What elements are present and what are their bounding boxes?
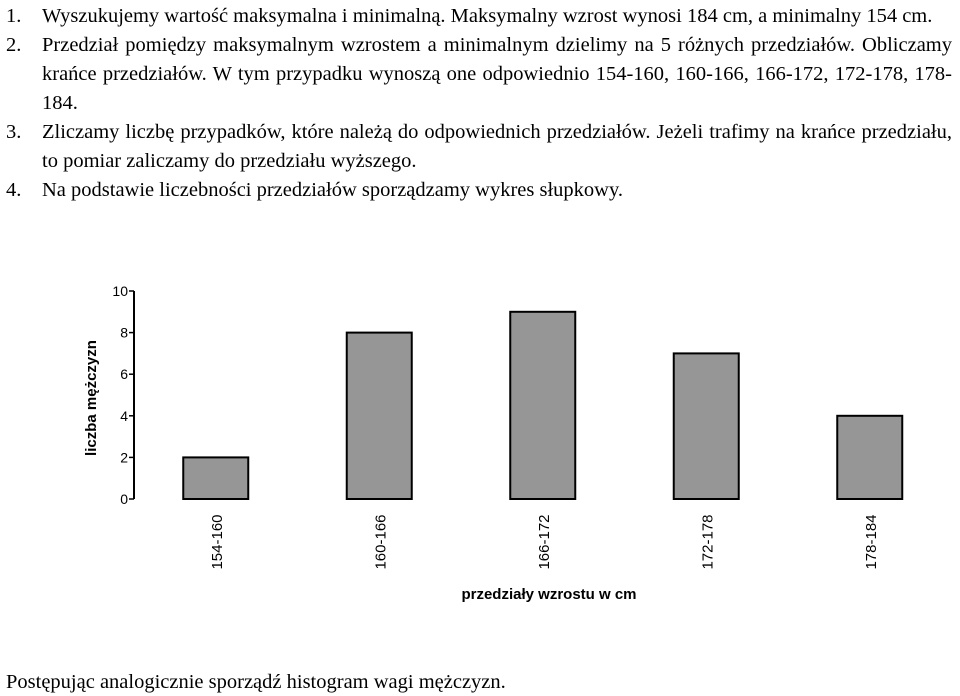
step-1: 1. Wyszukujemy wartość maksymalna i mini… bbox=[6, 2, 952, 31]
x-tick-label: 166-172 bbox=[536, 514, 553, 569]
x-tick-labels: 154-160 160-166 166-172 172-178 178-184 bbox=[209, 514, 880, 569]
step-text: Wyszukujemy wartość maksymalna i minimal… bbox=[42, 5, 933, 27]
bars bbox=[182, 310, 904, 500]
step-text: Na podstawie liczebności przedziałów spo… bbox=[42, 179, 624, 201]
x-tick-label: 154-160 bbox=[209, 514, 226, 569]
bar bbox=[509, 310, 577, 500]
step-text: Przedział pomiędzy maksymalnym wzrostem … bbox=[42, 34, 952, 114]
step-2: 2. Przedział pomiędzy maksymalnym wzrost… bbox=[6, 31, 952, 118]
step-3: 3. Zliczamy liczbę przypadków, które nal… bbox=[6, 118, 952, 176]
bar-chart: 0 2 4 6 8 10 154-160 160-166 166-172 172-178 178-… bbox=[83, 283, 904, 603]
x-tick-label: 160-166 bbox=[372, 514, 389, 569]
step-text: Zliczamy liczbę przypadków, które należą… bbox=[42, 121, 952, 172]
step-4: 4. Na podstawie liczebności przedziałów … bbox=[6, 176, 952, 205]
instruction-steps: 1. Wyszukujemy wartość maksymalna i mini… bbox=[6, 2, 952, 205]
step-number: 3. bbox=[6, 121, 22, 143]
task-instruction: Postępując analogicznie sporządź histogr… bbox=[6, 671, 506, 693]
bar bbox=[345, 331, 413, 500]
y-axis-label: liczba mężczyzn bbox=[83, 340, 100, 456]
y-tick-label: 0 bbox=[120, 491, 128, 507]
x-axis-label: przedziały wzrostu w cm bbox=[461, 586, 636, 603]
y-tick-label: 4 bbox=[120, 408, 128, 424]
y-axis: 0 2 4 6 8 10 bbox=[112, 283, 135, 507]
x-tick-label: 172-178 bbox=[699, 514, 716, 569]
step-number: 1. bbox=[6, 5, 22, 27]
bar bbox=[672, 352, 740, 500]
y-tick-label: 10 bbox=[112, 283, 128, 299]
y-tick-label: 6 bbox=[120, 366, 128, 382]
x-tick-label: 178-184 bbox=[863, 514, 880, 569]
step-number: 2. bbox=[6, 34, 22, 56]
y-tick-label: 8 bbox=[120, 325, 128, 341]
bar bbox=[836, 414, 904, 500]
y-tick-label: 2 bbox=[120, 449, 128, 465]
bar bbox=[182, 456, 250, 500]
step-number: 4. bbox=[6, 179, 22, 201]
